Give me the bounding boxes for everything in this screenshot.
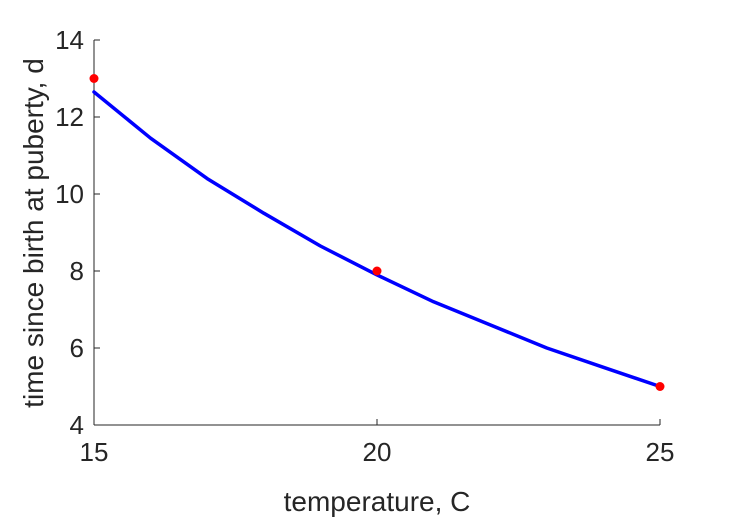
x-tick-label: 20 — [363, 437, 392, 467]
y-tick-label: 10 — [55, 179, 84, 209]
data-point — [89, 74, 99, 83]
x-tick-label: 25 — [646, 437, 675, 467]
x-tick-label: 15 — [80, 437, 109, 467]
y-tick-label: 14 — [55, 25, 84, 55]
y-tick-label: 12 — [55, 102, 84, 132]
y-axis-label: time since birth at puberty, d — [18, 58, 49, 408]
axes — [93, 40, 660, 426]
y-tick-label: 6 — [70, 333, 84, 363]
series-layer — [89, 74, 665, 391]
data-point — [372, 266, 382, 276]
data-point — [655, 382, 665, 391]
fit-curve — [92, 90, 662, 389]
x-axis-label: temperature, C — [284, 486, 471, 517]
y-tick-label: 4 — [70, 410, 84, 440]
y-tick-label: 8 — [70, 256, 84, 286]
y-ticks: 4 6 8 10 12 14 — [55, 25, 100, 440]
x-ticks: 15 20 25 — [80, 419, 675, 467]
